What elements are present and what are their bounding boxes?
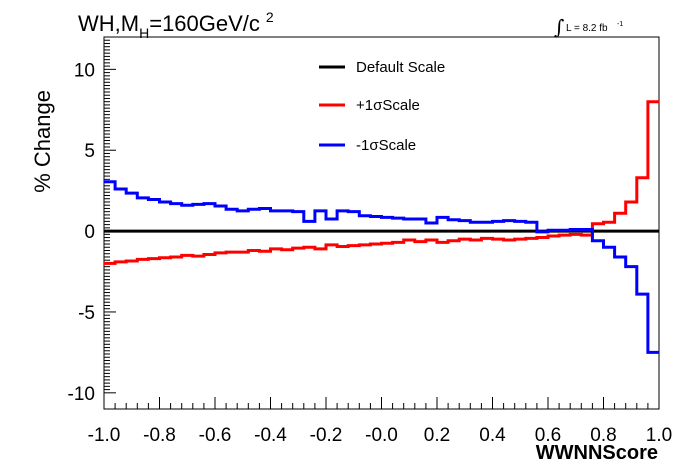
series-layer: [104, 100, 659, 354]
legend: Default Scale +1σScale -1σScale: [319, 59, 445, 154]
title-prefix: WH,M: [78, 11, 139, 36]
x-tick-label: 0.4: [479, 425, 506, 446]
x-tick-label: -0.4: [254, 425, 287, 446]
x-tick-label: -1.0: [88, 425, 121, 446]
title-subscript: H: [139, 25, 149, 41]
x-tick-label: -0.2: [310, 425, 343, 446]
x-tick-label: 0.6: [535, 425, 561, 446]
x-tick-label: 0.2: [424, 425, 450, 446]
series-line-minus-1-sigma: [104, 180, 659, 354]
y-axis-label: % Change: [30, 90, 55, 193]
integral-sign-icon: ∫: [554, 15, 564, 39]
y-tick-label: 10: [74, 60, 95, 81]
legend-item-default-scale: Default Scale: [319, 59, 445, 76]
y-tick-label: -5: [78, 303, 95, 324]
lumi-exponent: -1: [617, 21, 623, 28]
legend-item-plus-1-sigma: +1σScale: [319, 97, 420, 114]
legend-label: Default Scale: [356, 59, 445, 76]
x-tick-label: 0.8: [590, 425, 616, 446]
y-axis-ticks: [104, 36, 116, 394]
x-tick-label: -0.8: [143, 425, 176, 446]
x-tick-label: -0.6: [199, 425, 232, 446]
series-line-plus-1-sigma: [104, 100, 659, 265]
x-axis-label: WWNNScore: [536, 442, 658, 464]
y-tick-label: 5: [84, 141, 95, 162]
title-superscript: 2: [266, 9, 274, 25]
chart-title: WH,MH=160GeV/c 2: [78, 9, 274, 41]
legend-label: -1σScale: [356, 137, 416, 154]
x-axis-tick-labels: -1.0 -0.8 -0.6 -0.4 -0.2 -0.0 0.2 0.4 0.…: [88, 425, 673, 446]
lumi-text: L = 8.2 fb: [566, 23, 608, 34]
legend-item-minus-1-sigma: -1σScale: [319, 137, 416, 154]
x-axis-ticks: [103, 397, 660, 409]
svg-text:WH,MH=160GeV/c2: WH,MH=160GeV/c 2: [78, 9, 274, 41]
y-tick-label: 0: [84, 222, 95, 243]
legend-label: +1σScale: [356, 97, 420, 114]
y-tick-label: -10: [68, 384, 95, 405]
x-tick-label: -0.0: [365, 425, 398, 446]
title-suffix: =160GeV/c: [149, 11, 260, 36]
x-tick-label: 1.0: [646, 425, 672, 446]
lumi-label: ∫ L = 8.2 fb -1: [554, 15, 623, 39]
y-axis-tick-labels: 10 5 0 -5 -10: [68, 60, 95, 404]
